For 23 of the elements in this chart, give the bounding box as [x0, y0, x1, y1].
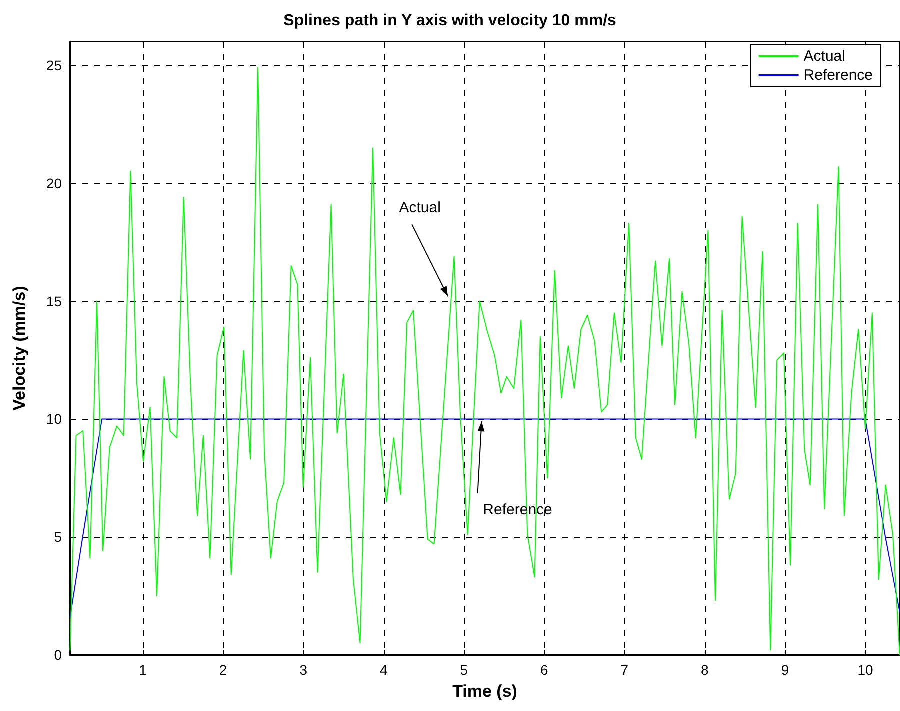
- x-tick-label: 2: [219, 662, 228, 678]
- y-axis-title: Velocity (mm/s): [10, 286, 29, 411]
- y-tick-label: 10: [46, 411, 62, 428]
- x-tick-label: 9: [781, 662, 790, 678]
- x-tick-label: 3: [300, 662, 308, 678]
- x-tick-label: 6: [540, 662, 548, 678]
- x-tick-label: 4: [380, 662, 388, 678]
- y-tick-label: 20: [46, 175, 62, 192]
- x-tick-label: 8: [701, 662, 710, 678]
- x-tick-label: 5: [460, 662, 468, 678]
- x-tick-label: 1: [139, 662, 148, 678]
- y-tick-label: 5: [54, 529, 62, 546]
- x-tick-label: 7: [620, 662, 629, 678]
- y-tick-label: 25: [46, 58, 62, 74]
- legend-label: Actual: [804, 48, 846, 65]
- line-series: [70, 418, 900, 618]
- chart-title: Splines path in Y axis with velocity 10 mm/s: [284, 12, 617, 30]
- y-tick-label: 0: [54, 647, 62, 663]
- legend-label: Reference: [804, 67, 874, 84]
- x-tick-label: 10: [858, 662, 874, 678]
- annotation: Actual: [399, 199, 441, 216]
- y-tick-label: 15: [46, 293, 62, 310]
- x-axis-title: Time (s): [452, 682, 518, 701]
